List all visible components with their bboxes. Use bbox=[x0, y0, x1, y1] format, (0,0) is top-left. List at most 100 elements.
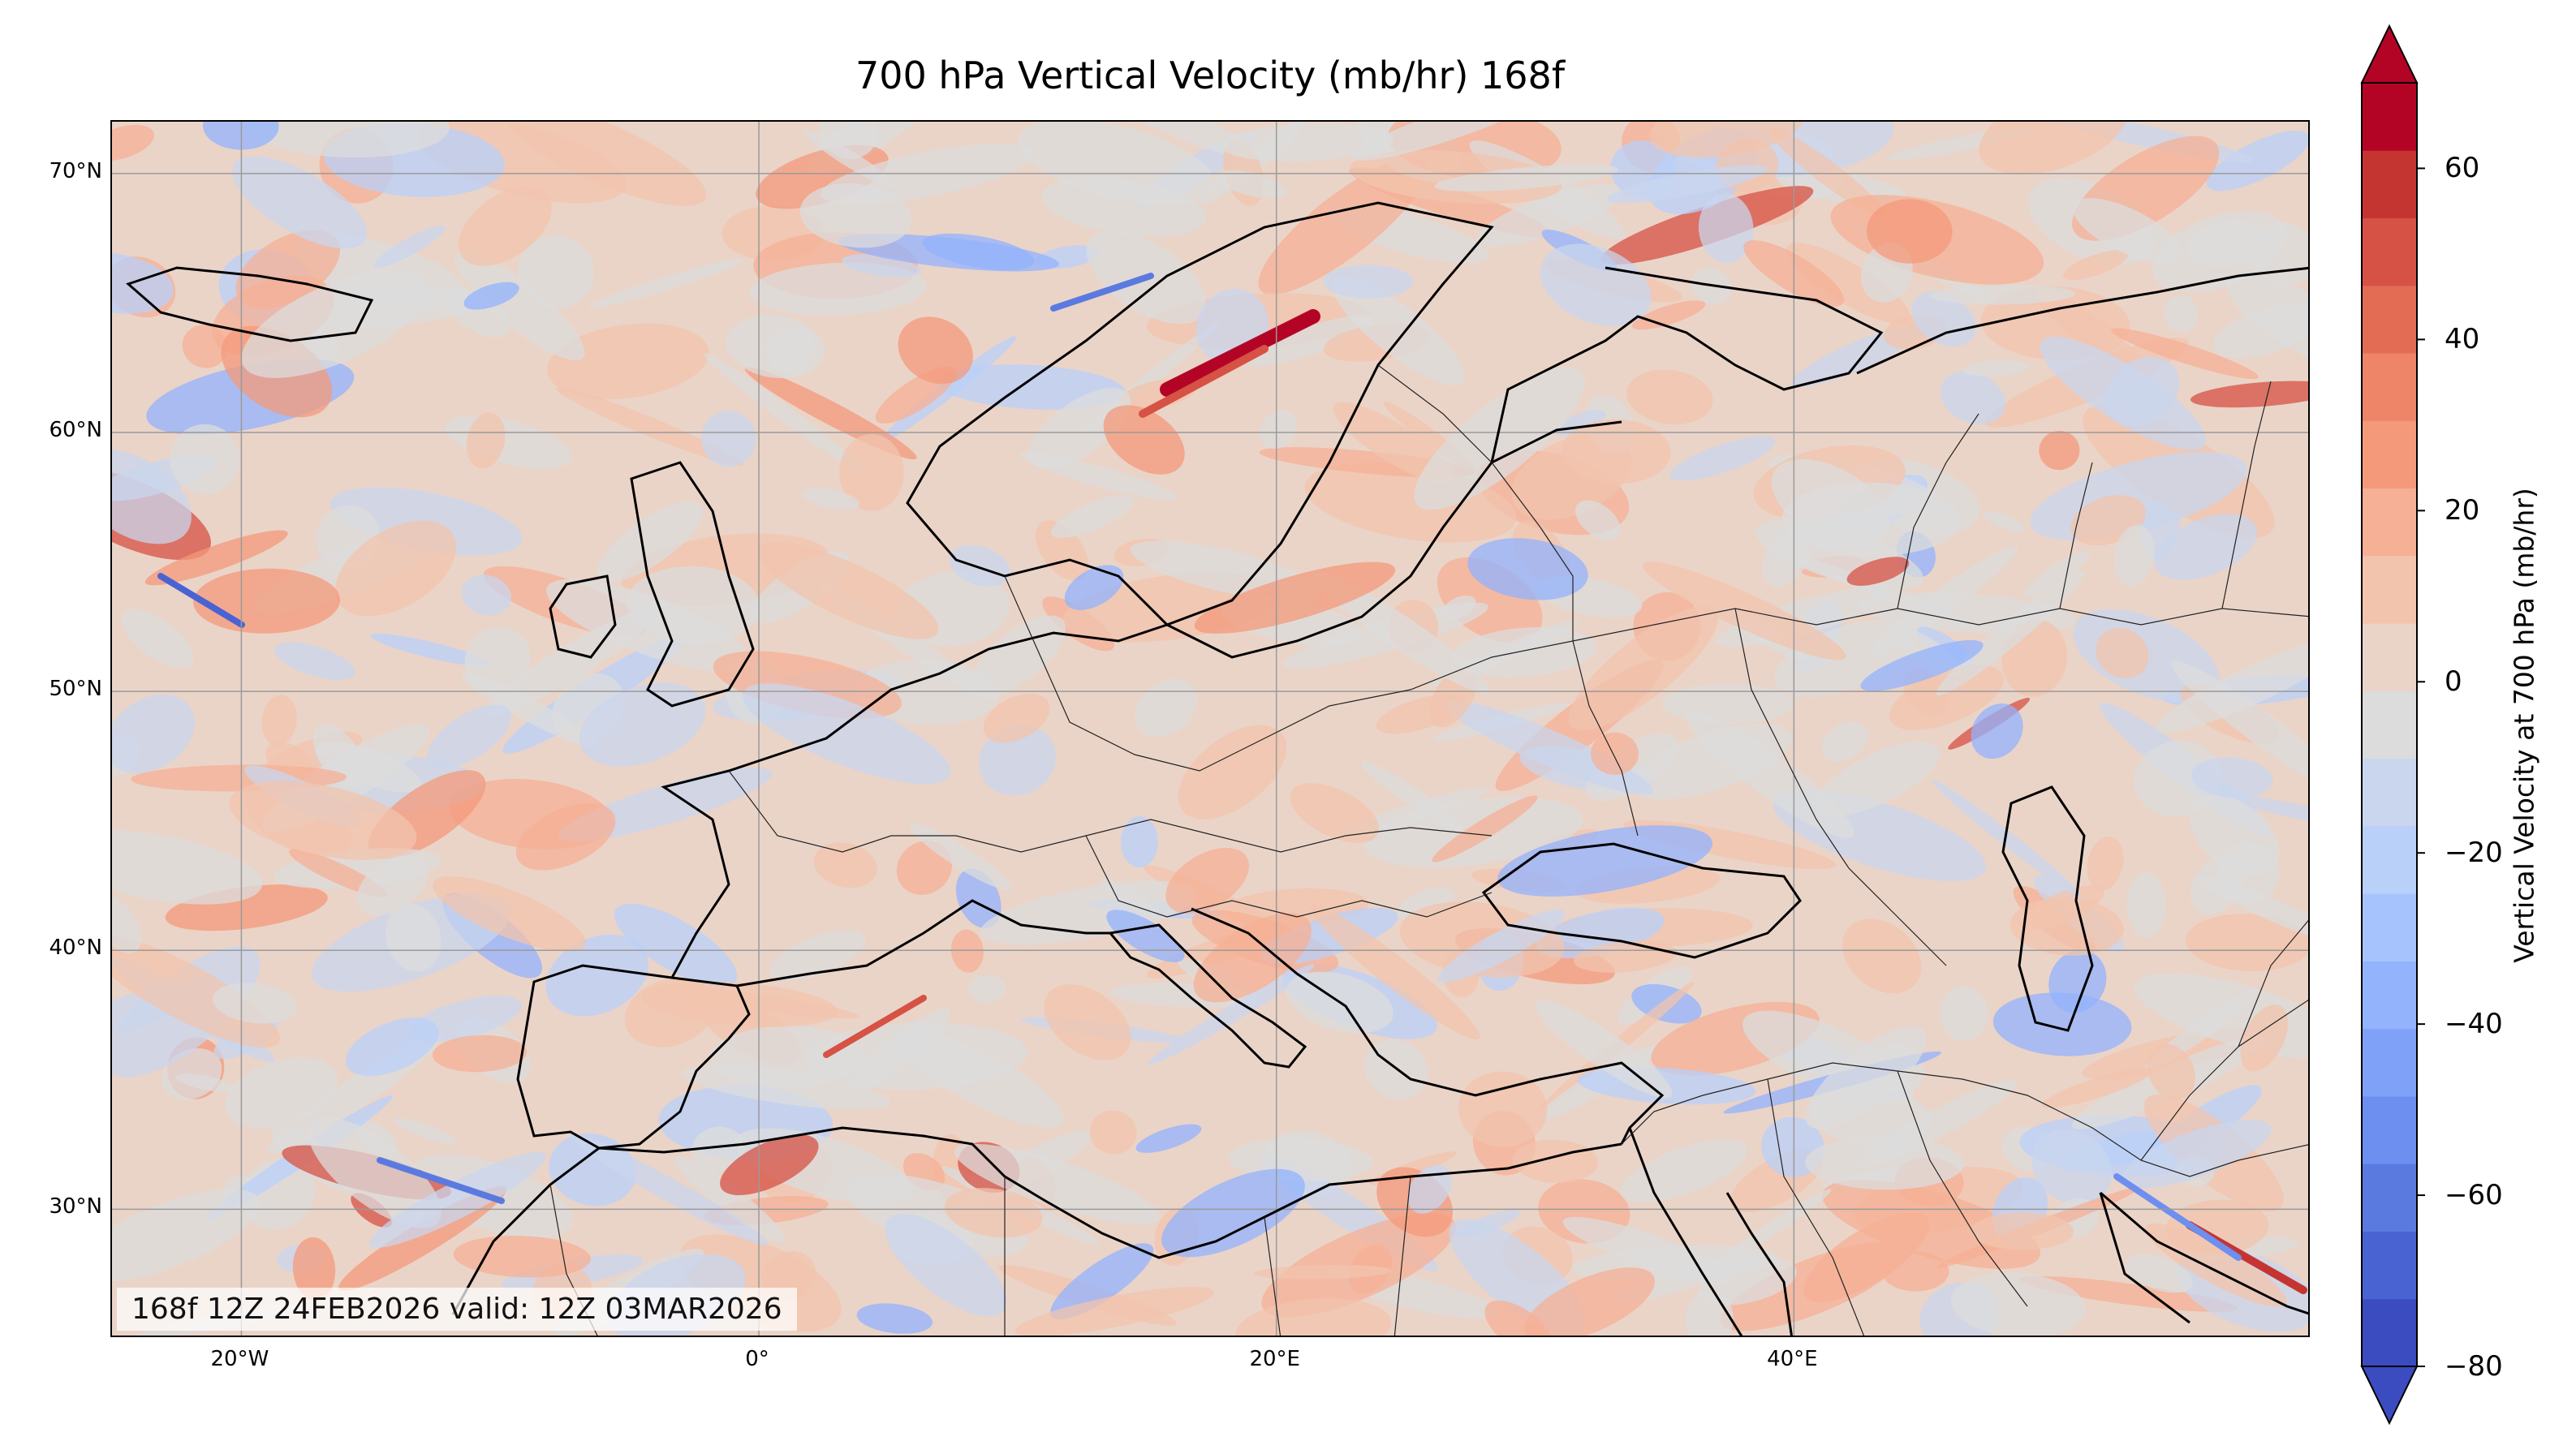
colorbar-swatch bbox=[2362, 758, 2417, 827]
map-area[interactable]: 168f 12Z 24FEB2026 valid: 12Z 03MAR2026 bbox=[110, 120, 2310, 1337]
field-blob bbox=[1842, 918, 1922, 994]
field-blob bbox=[597, 501, 704, 583]
field-blob bbox=[1649, 122, 1804, 158]
field-blob bbox=[1911, 290, 1976, 347]
field-blob bbox=[1432, 795, 1538, 863]
field-blob bbox=[954, 1143, 1160, 1225]
colorbar-tick-label: −80 bbox=[2445, 1350, 2503, 1383]
field-streak bbox=[1160, 309, 1320, 397]
field-blob bbox=[229, 781, 417, 860]
field-blob bbox=[2190, 794, 2280, 876]
field-blob bbox=[726, 315, 825, 379]
field-blob bbox=[385, 903, 442, 972]
field-blob bbox=[1568, 606, 1718, 731]
field-blob bbox=[175, 1073, 235, 1092]
field-blob bbox=[112, 830, 263, 905]
field-blob bbox=[2031, 1129, 2113, 1205]
coast-italy bbox=[1108, 923, 1307, 1069]
field-blob bbox=[1089, 1110, 1137, 1155]
field-blob bbox=[1290, 783, 1380, 843]
colorbar: 60 40 20 0 −20 −40 −60 −80 Vertical Velocity at… bbox=[2354, 19, 2573, 1431]
coast-arctic-east bbox=[1856, 266, 2308, 375]
field-blob bbox=[757, 541, 939, 639]
valid-time-label: 168f 12Z 24FEB2026 valid: 12Z 03MAR2026 bbox=[117, 1288, 797, 1331]
coast-great-britain bbox=[630, 461, 755, 708]
field-blob bbox=[1686, 712, 1854, 838]
field-blob bbox=[1821, 721, 1868, 763]
field-blob bbox=[2206, 130, 2308, 191]
field-blob bbox=[1458, 1071, 1548, 1147]
field-blob bbox=[802, 488, 860, 510]
field-blob bbox=[1135, 678, 1198, 738]
field-blob bbox=[2035, 289, 2150, 379]
field-blob bbox=[2041, 1067, 2154, 1108]
field-blob bbox=[813, 842, 877, 888]
field-blob bbox=[1936, 570, 2085, 696]
field-streak bbox=[823, 995, 927, 1058]
colorbar-label: Vertical Velocity at 700 hPa (mb/hr) bbox=[2508, 488, 2540, 963]
field-blob bbox=[1867, 199, 1953, 264]
colorbar-swatch bbox=[2362, 150, 2417, 219]
lon-tick-label: 20°E bbox=[1249, 1347, 1300, 1371]
field-blob bbox=[856, 1303, 933, 1334]
field-blob bbox=[1606, 165, 1768, 204]
field-blob bbox=[182, 325, 228, 368]
field-blob bbox=[2190, 757, 2273, 799]
colorbar-extend-min bbox=[2360, 1366, 2419, 1426]
lat-tick-label: 40°N bbox=[49, 936, 102, 961]
field-blob bbox=[1310, 570, 1491, 694]
field-blob bbox=[458, 186, 553, 267]
field-blob bbox=[369, 1151, 546, 1248]
field-blob bbox=[261, 695, 297, 746]
field-blob bbox=[898, 316, 973, 385]
field-blob bbox=[2072, 198, 2183, 265]
field-blob bbox=[839, 434, 904, 511]
field-blob bbox=[1453, 626, 1596, 678]
field-blob bbox=[1253, 1264, 1392, 1280]
field-blob bbox=[555, 387, 744, 467]
field-blob bbox=[569, 1133, 769, 1245]
map-canvas bbox=[112, 122, 2308, 1336]
lat-tick-label: 70°N bbox=[49, 158, 102, 183]
colorbar-tick-label: 0 bbox=[2445, 665, 2462, 699]
field-blob bbox=[967, 975, 1006, 1003]
field-blob bbox=[433, 876, 586, 952]
field-blob bbox=[2213, 792, 2308, 832]
field-blob bbox=[2019, 1275, 2238, 1312]
field-blob bbox=[614, 903, 738, 987]
field-blob bbox=[2039, 430, 2080, 471]
field-blob bbox=[838, 234, 1059, 272]
colorbar-swatch bbox=[2362, 555, 2417, 624]
field-blob bbox=[885, 1213, 1007, 1317]
field-blob bbox=[292, 1237, 336, 1301]
field-blob bbox=[112, 695, 195, 774]
field-streak bbox=[1050, 273, 1154, 312]
field-blob bbox=[454, 252, 585, 361]
lat-tick-label: 30°N bbox=[49, 1194, 102, 1220]
field-blob bbox=[1215, 170, 1288, 199]
colorbar-swatch bbox=[2362, 825, 2417, 894]
field-blob bbox=[896, 1030, 1064, 1128]
field-blob bbox=[1484, 1300, 1554, 1336]
field-blob bbox=[1221, 123, 1394, 161]
coast-persian-gulf bbox=[2099, 1191, 2308, 1324]
colorbar-swatch bbox=[2362, 217, 2417, 286]
field-blob bbox=[1044, 984, 1131, 1060]
field-blob bbox=[1351, 122, 1546, 161]
colorbar-swatch bbox=[2362, 285, 2417, 354]
colorbar-frame bbox=[2361, 82, 2418, 1367]
field-blob bbox=[1631, 300, 1706, 330]
field-streak bbox=[1139, 345, 1269, 418]
field-blob bbox=[1106, 910, 1185, 962]
lon-tick-label: 20°W bbox=[210, 1347, 269, 1371]
colorbar-swatches bbox=[2360, 24, 2425, 1426]
field-blob bbox=[545, 934, 648, 1017]
field-blob bbox=[674, 1156, 785, 1242]
field-blob bbox=[1929, 285, 2075, 305]
coast-atlantic-france bbox=[661, 623, 1168, 979]
field-blob bbox=[170, 424, 240, 495]
field-blob bbox=[1781, 482, 1961, 557]
chart-title: 700 hPa Vertical Velocity (mb/hr) 168f bbox=[855, 54, 1566, 97]
field-blob bbox=[232, 156, 368, 249]
coast-baltic bbox=[1166, 420, 1622, 659]
